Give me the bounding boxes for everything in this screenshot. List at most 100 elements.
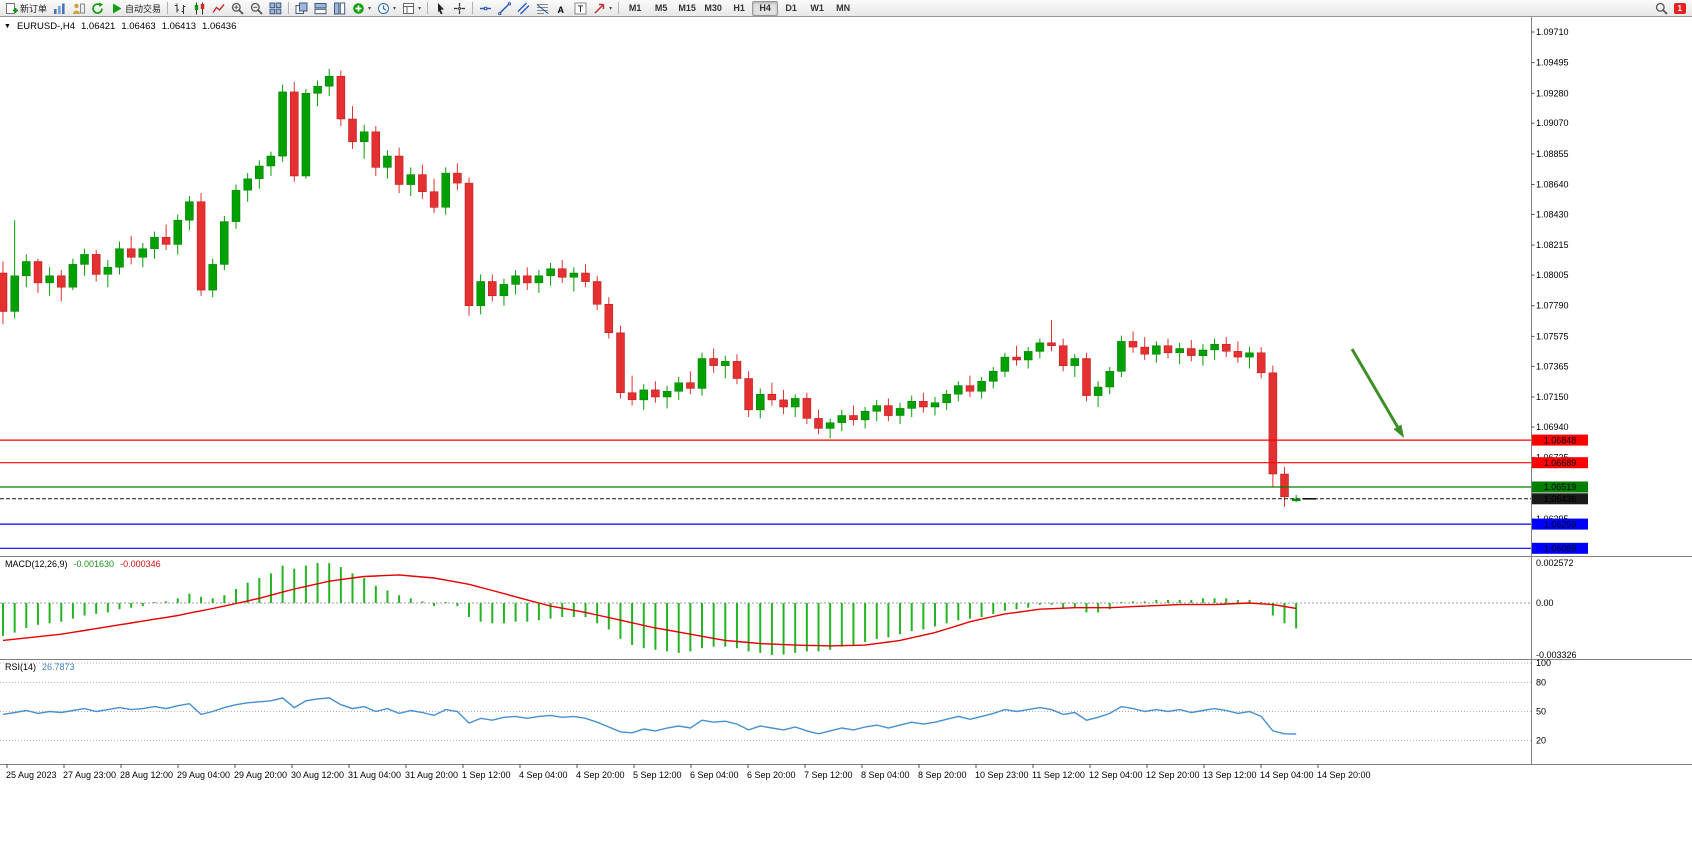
- price-tick-label: 1.09710: [1536, 27, 1569, 37]
- arrows-tool-button[interactable]: ▾: [590, 0, 615, 17]
- timeframe-w1-button[interactable]: W1: [810, 2, 824, 13]
- new-order-button[interactable]: 新订单: [2, 0, 50, 17]
- candle: [1140, 346, 1149, 355]
- timeframe-m30-button[interactable]: M30: [704, 2, 722, 13]
- candle: [930, 402, 940, 408]
- text-tool-button[interactable]: A: [552, 0, 571, 17]
- price-badge-label: 1.06089: [1544, 544, 1577, 554]
- arrange-vertical-button[interactable]: [330, 0, 349, 17]
- candle: [662, 391, 672, 398]
- period-menu-button[interactable]: ▾: [374, 0, 399, 17]
- channel-icon: [517, 2, 530, 14]
- add-indicator-button[interactable]: ▾: [349, 0, 374, 17]
- arrange-h-icon: [314, 2, 327, 14]
- profiles-button[interactable]: [69, 0, 88, 17]
- candle: [278, 91, 287, 157]
- template-menu-button[interactable]: ▾: [399, 0, 424, 17]
- candle-chart-mode-button[interactable]: [190, 0, 209, 17]
- price-badge: [1532, 493, 1588, 505]
- new-chart-button[interactable]: [50, 0, 69, 17]
- search-button[interactable]: [1652, 0, 1671, 17]
- arrange-horizontal-button[interactable]: [311, 0, 330, 17]
- candle: [1082, 358, 1091, 396]
- zoom-in-button[interactable]: [228, 0, 247, 17]
- timeframe-d1-button[interactable]: D1: [785, 2, 797, 13]
- candle: [732, 361, 742, 379]
- candle: [802, 398, 812, 419]
- time-tick-label: 27 Aug 23:00: [63, 770, 116, 780]
- candle: [0, 272, 8, 312]
- candle: [290, 91, 299, 177]
- candle: [872, 405, 882, 412]
- candle: [557, 268, 567, 278]
- dropdown-caret-icon[interactable]: ▾: [393, 5, 397, 12]
- dropdown-caret-icon[interactable]: ▾: [418, 5, 422, 12]
- bar-chart-mode-button[interactable]: [171, 0, 190, 17]
- candle: [1117, 341, 1126, 372]
- candle: [1256, 352, 1266, 374]
- candle: [511, 275, 520, 285]
- text-box-tool-button[interactable]: T: [571, 0, 590, 17]
- timeframe-h1-button[interactable]: H1: [733, 2, 745, 13]
- timeframe-m15-button[interactable]: M15: [678, 2, 696, 13]
- horizontal-line-tool-button[interactable]: [476, 0, 495, 17]
- chart-canvas[interactable]: 1.09710 1.09495 1.09280 1.09070 1.08855 1.086…: [0, 17, 1692, 849]
- candle: [767, 393, 777, 401]
- arrow-annotation[interactable]: [1350, 348, 1399, 428]
- dropdown-caret-icon[interactable]: ▾: [368, 5, 372, 12]
- timeframe-m5-button[interactable]: M5: [654, 2, 668, 13]
- new-order-icon: [6, 2, 18, 14]
- arrow-annotation-head[interactable]: [1393, 424, 1405, 439]
- price-tick-label: 1.08640: [1536, 180, 1569, 190]
- channel-tool-button[interactable]: [514, 0, 533, 17]
- candle: [1222, 343, 1231, 352]
- arrows-icon: [594, 3, 605, 14]
- price-badge-label: 1.06519: [1544, 482, 1577, 492]
- dropdown-caret-icon[interactable]: ▾: [609, 5, 613, 12]
- candle: [464, 182, 474, 306]
- candle: [1023, 351, 1033, 361]
- candle: [348, 118, 357, 143]
- tile-windows-button[interactable]: [266, 0, 285, 17]
- candle: [80, 254, 89, 265]
- time-tick-label: 31 Aug 04:00: [348, 770, 401, 780]
- candle: [488, 281, 497, 297]
- cursor-tool-button[interactable]: [431, 0, 450, 17]
- candle: [418, 174, 427, 192]
- candle: [10, 275, 19, 312]
- cascade-windows-button[interactable]: [292, 0, 311, 17]
- toolbar-separator: [167, 2, 169, 14]
- candle: [1058, 345, 1068, 366]
- time-axis[interactable]: [0, 764, 1692, 784]
- timeframe-h4-button[interactable]: H4: [752, 0, 779, 16]
- price-axis[interactable]: [1532, 17, 1692, 764]
- toolbar-separator: [472, 2, 474, 14]
- candle-chart-icon: [194, 2, 205, 14]
- rsi-axis-label: 20: [1536, 736, 1546, 746]
- rsi-axis-label: 50: [1536, 707, 1546, 717]
- price-tick-label: 1.06940: [1536, 422, 1569, 432]
- line-chart-mode-button[interactable]: [209, 0, 228, 17]
- price-tick-label: 1.08005: [1536, 270, 1569, 280]
- notification-badge[interactable]: 1: [1673, 2, 1686, 14]
- toolbar-separator: [618, 2, 620, 14]
- toolbar-separator: [288, 2, 290, 14]
- fibonacci-tool-button[interactable]: [533, 0, 552, 17]
- candle: [161, 237, 171, 245]
- toolbar: 新订单 自动交易 ▾ ▾ ▾ A T ▾ M1 M5 M15 M30 H1 H4 D1 W1 MN 1: [0, 0, 1692, 17]
- auto-trading-button[interactable]: 自动交易: [107, 0, 164, 17]
- price-tick-label: 1.09495: [1536, 58, 1569, 68]
- price-badge: [1532, 542, 1588, 554]
- crosshair-tool-button[interactable]: [450, 0, 469, 17]
- trendline-tool-button[interactable]: [495, 0, 514, 17]
- time-tick-label: 29 Aug 04:00: [177, 770, 230, 780]
- timeframe-m1-button[interactable]: M1: [628, 2, 642, 13]
- candle: [919, 401, 928, 408]
- price-badge: [1532, 457, 1588, 469]
- zoom-out-button[interactable]: [247, 0, 266, 17]
- timeframe-mn-button[interactable]: MN: [836, 2, 851, 13]
- candle: [651, 389, 660, 398]
- refresh-button[interactable]: [88, 0, 107, 17]
- candle: [546, 268, 555, 277]
- candle: [441, 172, 450, 208]
